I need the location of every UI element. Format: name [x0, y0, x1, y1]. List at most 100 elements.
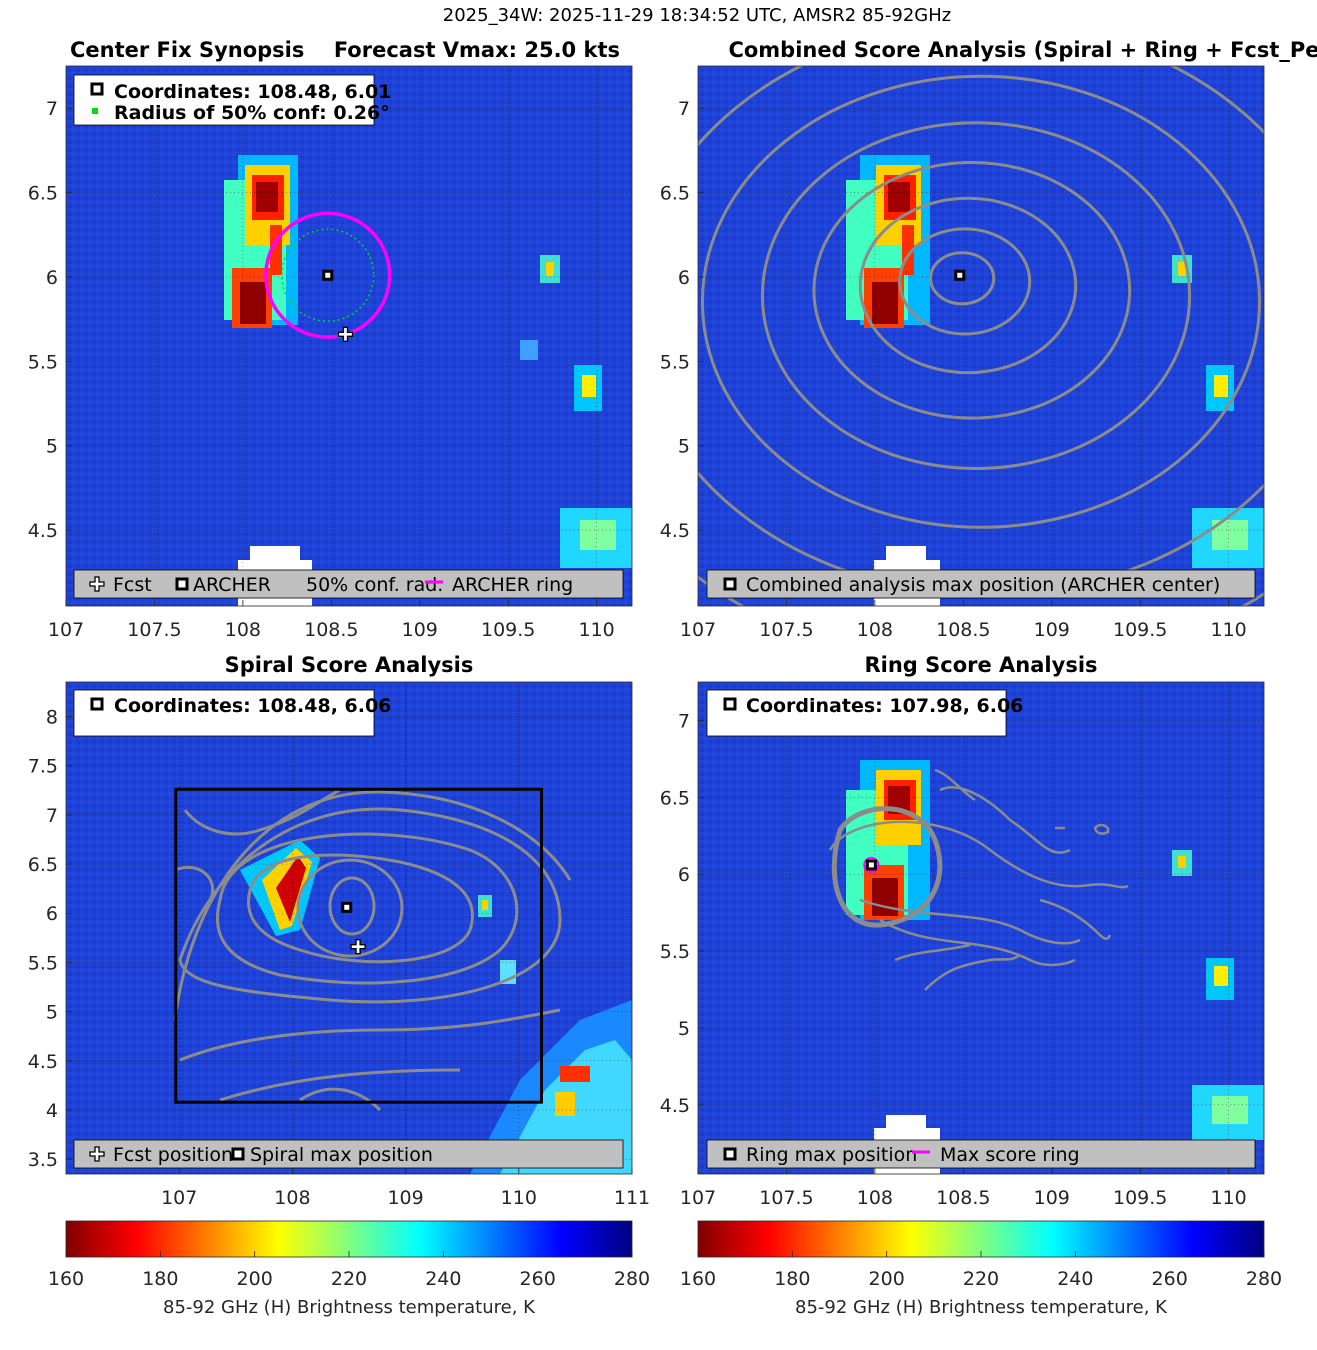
brightness-temperature-field: [698, 682, 1264, 1174]
colorbar-tick-label: 260: [520, 1268, 556, 1290]
y-tick-label: 6.5: [660, 787, 690, 809]
x-tick-label: 108: [857, 1187, 893, 1209]
x-tick-label: 107.5: [759, 1187, 813, 1209]
ring-coordinates: Coordinates: 107.98, 6.06: [746, 695, 1023, 717]
square-icon: [90, 697, 104, 711]
y-tick-label: 6: [46, 903, 58, 925]
y-tick-label: 6.5: [28, 854, 58, 876]
colorbar-ticks: 160 180 200 220 240 260 280: [48, 1251, 650, 1290]
x-tick-label: 110: [501, 1187, 537, 1209]
x-tick-label: 108: [857, 619, 893, 641]
x-tick-label: 109.5: [1113, 619, 1167, 641]
y-tick-label: 4.5: [660, 1095, 690, 1117]
spiral-info-box: Coordinates: 108.48, 6.06: [73, 689, 391, 737]
colorbar-label: 85-92 GHz (H) Brightness temperature, K: [163, 1297, 536, 1318]
convection-blob: [224, 155, 298, 328]
spiral-title: Spiral Score Analysis: [225, 653, 474, 677]
colorbar-right: 160 180 200 220 240 260 280 85-92 GHz (H) Brig…: [680, 1220, 1282, 1318]
combined-axes-box: [697, 65, 1265, 607]
green-dot-icon: [92, 108, 98, 114]
y-tick-label: 5: [678, 1018, 690, 1040]
colorbar-left: 160 180 200 220 240 260 280 85-92 GHz (H) Brig…: [48, 1220, 650, 1318]
combined-max-marker: [954, 269, 966, 281]
panel-combined: Combined Score Analysis (Spiral + Ring +…: [660, 38, 1317, 641]
plus-marker: [350, 939, 366, 955]
square-icon: [175, 577, 189, 591]
colorbar-tick-label: 180: [774, 1268, 810, 1290]
y-tick-label: 5: [678, 436, 690, 458]
spiral-search-box: [174, 787, 543, 1104]
ring-axes-box: [697, 681, 1265, 1175]
x-tick-label: 108.5: [936, 1187, 990, 1209]
y-tick-label: 5: [46, 1002, 58, 1024]
scattered-convection: [520, 255, 632, 568]
y-tick-label: 5: [46, 436, 58, 458]
x-tick-label: 110: [1210, 1187, 1246, 1209]
synopsis-radius: Radius of 50% conf: 0.26°: [114, 102, 390, 124]
x-tick-label: 110: [578, 619, 614, 641]
y-tick-label: 6.5: [660, 183, 690, 205]
colorbar-tick-label: 200: [237, 1268, 273, 1290]
synopsis-title: Center Fix Synopsis: [70, 38, 304, 62]
colorbar-tick-label: 220: [331, 1268, 367, 1290]
x-tick-label: 109: [1034, 1187, 1070, 1209]
square-marker: [865, 859, 877, 871]
y-tick-label: 4.5: [28, 1051, 58, 1073]
archer-ring: [264, 211, 392, 339]
x-tick-label: 108: [274, 1187, 310, 1209]
forecast-position-marker: [350, 939, 366, 955]
colorbar-tick-label: 280: [1246, 1268, 1282, 1290]
synopsis-ticks: 107 107.5 108 108.5 109 109.5 110 4.5 5 5.5 6 6.5 7: [28, 98, 615, 641]
legend-fcst-label: Fcst: [113, 574, 152, 596]
square-marker: [341, 901, 353, 913]
colorbar-label: 85-92 GHz (H) Brightness temperature, K: [795, 1297, 1168, 1318]
y-tick-label: 6: [678, 864, 690, 886]
x-tick-label: 108.5: [304, 619, 358, 641]
x-tick-label: 107: [680, 1187, 716, 1209]
colorbar-tick-label: 260: [1152, 1268, 1188, 1290]
x-tick-label: 107: [48, 619, 84, 641]
legend-ring-label: ARCHER ring: [452, 574, 573, 596]
scattered-convection: [1172, 850, 1264, 1140]
square-icon: [231, 1147, 245, 1161]
synopsis-axes-box: [65, 65, 633, 607]
plus-marker: [337, 326, 354, 342]
square-marker: [954, 269, 966, 281]
center-square-icon: [90, 82, 104, 96]
score-contour: [898, 227, 1032, 336]
figure-suptitle: 2025_34W: 2025-11-29 18:34:52 UTC, AMSR2…: [443, 5, 951, 26]
synopsis-plot-area: Coordinates: 108.48, 6.01 Radius of 50% …: [66, 66, 632, 606]
legend-spiral-max-label: Spiral max position: [250, 1144, 433, 1166]
y-tick-label: 7: [46, 805, 58, 827]
y-tick-label: 5.5: [28, 351, 58, 373]
archer-center-marker: [322, 269, 334, 281]
colorbar-tick-label: 160: [48, 1268, 84, 1290]
x-tick-label: 107.5: [759, 619, 813, 641]
y-tick-label: 6: [678, 267, 690, 289]
legend-ring-max-label: Ring max position: [746, 1144, 917, 1166]
x-tick-label: 111: [614, 1187, 650, 1209]
spiral-score-contours: [173, 788, 572, 1112]
square-icon: [723, 577, 737, 591]
y-tick-label: 7: [678, 710, 690, 732]
colorbar-tick-label: 240: [1057, 1268, 1093, 1290]
square-icon: [723, 697, 737, 711]
x-tick-label: 109.5: [481, 619, 535, 641]
spiral-ticks: 107 108 109 110 111 3.5 4 4.5 5 5.5 6 6.5 7 7.5 8: [28, 706, 650, 1209]
y-tick-label: 8: [46, 706, 58, 728]
colorbar-tick-label: 220: [963, 1268, 999, 1290]
legend-max-score-ring-label: Max score ring: [940, 1144, 1080, 1166]
y-tick-label: 5.5: [28, 952, 58, 974]
y-tick-label: 7: [46, 98, 58, 120]
confidence-radius-circle: [281, 228, 375, 322]
square-icon: [723, 1147, 737, 1161]
colorbar-ticks: 160 180 200 220 240 260 280: [680, 1251, 1282, 1290]
y-tick-label: 3.5: [28, 1149, 58, 1171]
combined-plot-area: Combined analysis max position (ARCHER c…: [698, 66, 1264, 606]
ring-info-box: Coordinates: 107.98, 6.06: [706, 689, 1023, 737]
score-contour: [812, 160, 1132, 420]
x-tick-label: 109.5: [1113, 1187, 1167, 1209]
square-marker: [322, 269, 334, 281]
x-tick-label: 108.5: [936, 619, 990, 641]
